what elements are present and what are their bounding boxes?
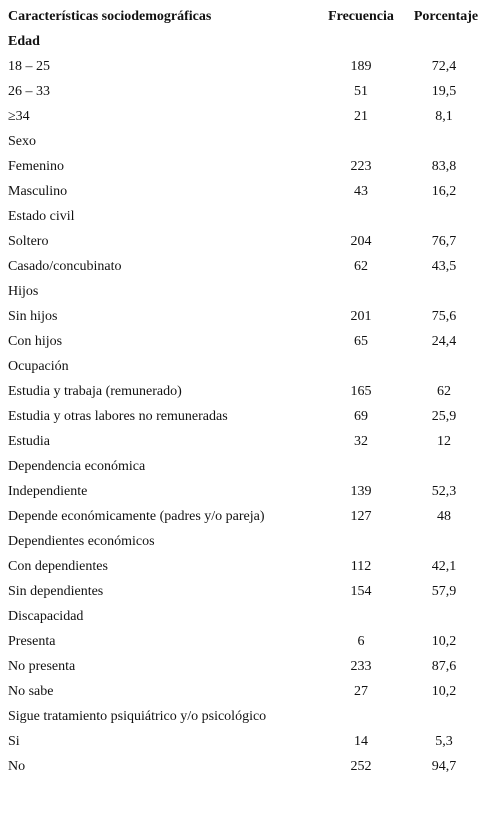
header-percentage: Porcentaje (413, 9, 479, 24)
frequency-cell: 139 (350, 484, 372, 499)
row-label: Dependencia económica (8, 459, 146, 474)
header-frequency: Frecuencia (328, 9, 394, 24)
row-label: Sin dependientes (8, 584, 104, 599)
frequency-cell: 32 (354, 434, 368, 449)
percentage-cell: 75,6 (431, 309, 457, 324)
row-label: Independiente (8, 484, 88, 499)
frequency-cell: 165 (350, 384, 372, 399)
row-label: Edad (8, 34, 40, 49)
row-label: Casado/concubinato (8, 259, 122, 274)
percentage-cell: 83,8 (431, 159, 457, 174)
row-label: Con hijos (8, 334, 63, 349)
frequency-cell: 14 (354, 734, 368, 749)
row-label: No sabe (8, 684, 54, 699)
percentage-cell: 62 (437, 384, 451, 399)
row-label: Sin hijos (8, 309, 58, 324)
percentage-cell: 19,5 (431, 84, 457, 99)
frequency-cell: 189 (350, 59, 372, 74)
frequency-cell: 201 (350, 309, 372, 324)
row-label: No presenta (8, 659, 76, 674)
percentage-cell: 72,4 (431, 59, 457, 74)
frequency-cell: 154 (350, 584, 372, 599)
frequency-cell: 223 (350, 159, 372, 174)
percentage-cell: 42,1 (431, 559, 457, 574)
percentage-cell: 24,4 (431, 334, 457, 349)
row-label: Soltero (8, 234, 49, 249)
frequency-cell: 51 (354, 84, 368, 99)
percentage-cell: 57,9 (431, 584, 457, 599)
percentage-cell: 25,9 (431, 409, 457, 424)
percentage-cell: 94,7 (431, 759, 457, 774)
row-label: Hijos (8, 284, 39, 299)
row-label: Depende económicamente (padres y/o parej… (8, 509, 265, 524)
row-label: Femenino (8, 159, 64, 174)
frequency-cell: 62 (354, 259, 368, 274)
row-label: Estado civil (8, 209, 75, 224)
row-label: ≥34 (8, 109, 30, 124)
row-label: Dependientes económicos (8, 534, 155, 549)
percentage-cell: 48 (437, 509, 451, 524)
row-label: Sigue tratamiento psiquiátrico y/o psico… (8, 709, 267, 724)
row-label: 26 – 33 (8, 84, 50, 99)
percentage-cell: 52,3 (431, 484, 457, 499)
row-label: Discapacidad (8, 609, 84, 624)
row-label: Sexo (8, 134, 36, 149)
frequency-cell: 43 (354, 184, 368, 199)
header-characteristics: Características sociodemográficas (8, 9, 212, 24)
row-label: Presenta (8, 634, 56, 649)
frequency-cell: 127 (350, 509, 372, 524)
percentage-cell: 16,2 (431, 184, 457, 199)
row-label: Estudia y trabaja (remunerado) (8, 384, 182, 399)
row-label: Si (8, 734, 20, 749)
percentage-cell: 8,1 (435, 109, 453, 124)
frequency-cell: 69 (354, 409, 368, 424)
frequency-cell: 233 (350, 659, 372, 674)
row-label: Estudia (8, 434, 50, 449)
frequency-cell: 204 (350, 234, 372, 249)
frequency-cell: 252 (350, 759, 372, 774)
row-label: No (8, 759, 26, 774)
frequency-cell: 6 (357, 634, 365, 649)
percentage-cell: 12 (437, 434, 451, 449)
percentage-cell: 5,3 (435, 734, 453, 749)
percentage-cell: 87,6 (431, 659, 457, 674)
percentage-cell: 10,2 (431, 634, 457, 649)
percentage-cell: 43,5 (431, 259, 457, 274)
frequency-cell: 27 (354, 684, 368, 699)
row-label: Con dependientes (8, 559, 108, 574)
row-label: Estudia y otras labores no remuneradas (8, 409, 228, 424)
percentage-cell: 76,7 (431, 234, 457, 249)
row-label: Masculino (8, 184, 68, 199)
frequency-cell: 65 (354, 334, 368, 349)
row-label: 18 – 25 (8, 59, 50, 74)
row-label: Ocupación (8, 359, 69, 374)
frequency-cell: 112 (350, 559, 372, 574)
percentage-cell: 10,2 (431, 684, 457, 699)
frequency-cell: 21 (354, 109, 368, 124)
